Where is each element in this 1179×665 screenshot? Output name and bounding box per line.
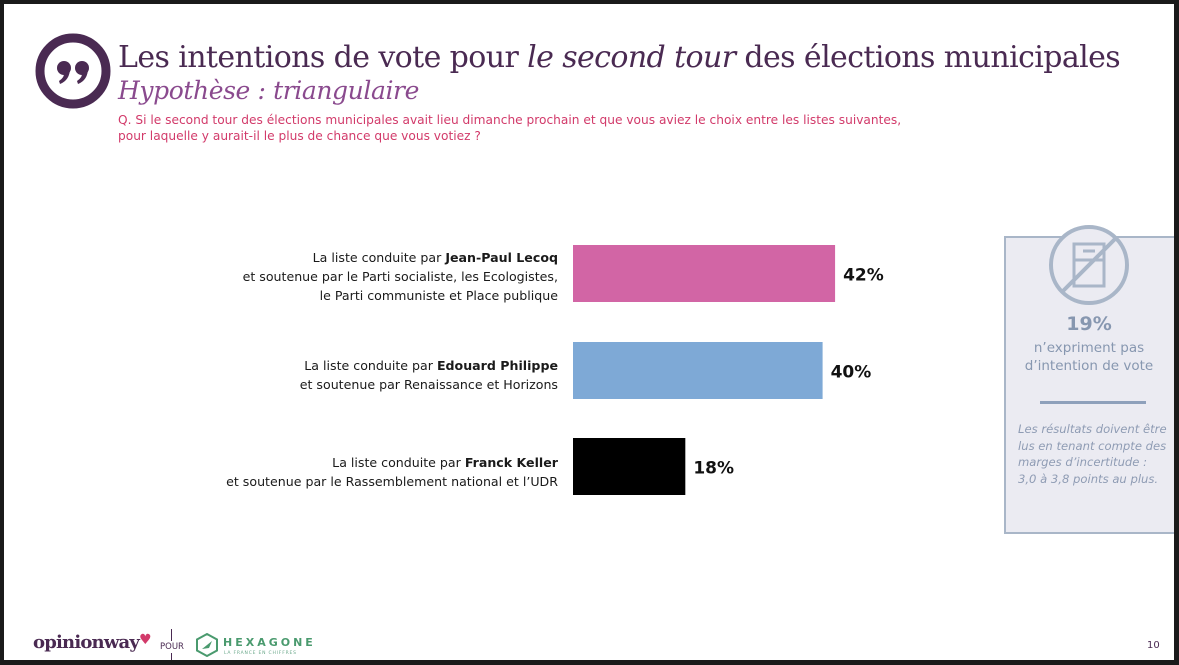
- label-leader: Jean-Paul Lecoq: [445, 250, 558, 265]
- question-line-2: pour laquelle y aurait-il le plus de cha…: [118, 129, 481, 143]
- brand-name: opinionway: [33, 632, 140, 653]
- bar-value-label: 40%: [831, 363, 872, 383]
- title-text: Les intentions de vote pour: [118, 40, 528, 75]
- label-support: le Parti communiste et Place publique: [319, 288, 558, 303]
- hexagone-logo-icon: [196, 633, 218, 657]
- margin-of-error-note: Les résultats doivent être lus en tenant…: [1018, 422, 1167, 486]
- partner-name: HEXAGONE: [223, 636, 316, 649]
- question-line-1: Q. Si le second tour des élections munic…: [118, 113, 902, 127]
- page-subtitle: Hypothèse : triangulaire: [118, 76, 420, 105]
- no-vote-description: n’expriment pas d’intention de vote: [1004, 339, 1174, 375]
- frame-border: [0, 660, 1179, 665]
- brand-dot: ♥: [139, 632, 152, 648]
- no-vote-line-2: d’intention de vote: [1024, 358, 1154, 374]
- bar-edouard-philippe: [573, 342, 823, 399]
- label-leader: Edouard Philippe: [436, 358, 558, 373]
- list-label-keller: La liste conduite par Franck Keller et s…: [226, 453, 558, 491]
- bar-value-label: 42%: [843, 266, 884, 286]
- no-vote-line-1: n’expriment pas: [1033, 340, 1145, 356]
- title-italic-text: le second tour: [527, 40, 736, 75]
- survey-question: Q. Si le second tour des élections munic…: [118, 112, 1078, 144]
- no-ballot-icon: [1049, 225, 1129, 305]
- title-text-end: des élections municipales: [735, 40, 1121, 75]
- slide: Les intentions de vote pour le second to…: [4, 4, 1174, 660]
- bar-franck-keller: [573, 438, 686, 495]
- divider: [1040, 401, 1146, 404]
- quote-marks-icon: [35, 33, 111, 109]
- partner-tagline: LA FRANCE EN CHIFFRES: [224, 651, 297, 656]
- label-support: et soutenue par le Parti socialiste, les…: [242, 269, 558, 284]
- label-prefix: La liste conduite par: [312, 250, 446, 265]
- list-label-philippe: La liste conduite par Edouard Philippe e…: [300, 356, 558, 394]
- label-support: et soutenue par le Rassemblement nationa…: [226, 474, 558, 489]
- label-leader: Franck Keller: [464, 455, 558, 470]
- bar-chart: 42% 40% 18%: [573, 245, 884, 495]
- bar-value-label: 18%: [693, 459, 734, 479]
- bar-jean-paul-lecoq: [573, 245, 836, 302]
- label-prefix: La liste conduite par: [304, 358, 437, 373]
- opinionway-logo: opinionway♥: [33, 632, 152, 653]
- label-prefix: La liste conduite par: [332, 455, 465, 470]
- frame-border: [1174, 0, 1179, 665]
- label-support: et soutenue par Renaissance et Horizons: [299, 377, 558, 392]
- list-label-lecoq: La liste conduite par Jean-Paul Lecoq et…: [243, 248, 558, 305]
- footer-pour: POUR: [160, 641, 184, 653]
- no-vote-percentage: 19%: [1066, 313, 1112, 335]
- page-title: Les intentions de vote pour le second to…: [118, 40, 1121, 75]
- page-number: 10: [1147, 640, 1160, 651]
